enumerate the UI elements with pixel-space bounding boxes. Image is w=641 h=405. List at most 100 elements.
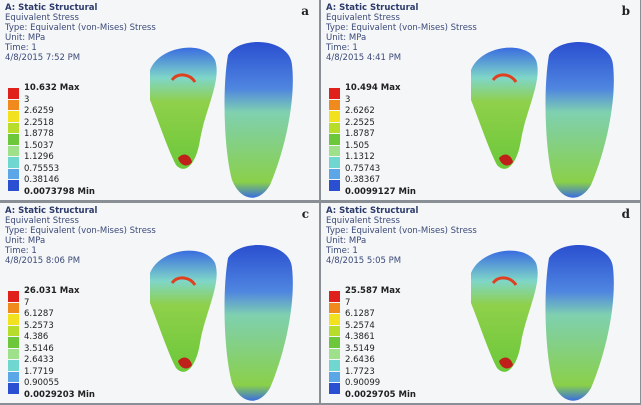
legend-swatch [329,180,340,191]
header-line: 4/8/2015 7:52 PM [5,53,156,63]
legend-swatch [8,291,19,302]
legend-swatch [8,123,19,134]
legend-label: 4.386 [24,332,48,342]
legend-label: 0.0073798 Min [24,187,95,197]
legend-label: 0.0099127 Min [345,187,416,197]
legend-label: 0.0029705 Min [345,390,416,400]
legend-swatch [8,134,19,145]
legend-swatch [8,337,19,348]
legend-swatch [329,111,340,122]
legend-label: 2.6259 [24,106,54,116]
legend-label: 4.3861 [345,332,375,342]
legend-label: 10.494 Max [345,83,400,93]
legend-label: 5.2574 [345,321,375,331]
legend-label: 1.7723 [345,367,375,377]
header-line: A: Static Structural [5,206,156,216]
legend-swatch [329,303,340,314]
legend-swatch [8,303,19,314]
legend-swatch [8,157,19,168]
legend-label: 2.6436 [345,355,375,365]
legend-swatch [329,337,340,348]
panel-letter: a [301,4,309,18]
panel-letter: d [622,207,630,221]
header-line: 4/8/2015 8:06 PM [5,256,156,266]
legend-label: 3 [345,95,350,105]
header-line: Type: Equivalent (von-Mises) Stress [326,226,477,236]
panel-letter: b [622,4,630,18]
panel-letter: c [302,207,309,221]
legend-swatch [329,314,340,325]
legend-label: 2.6262 [345,106,375,116]
legend-label: 1.8778 [24,129,54,139]
header-line: Equivalent Stress [326,216,477,226]
legend-swatch [8,360,19,371]
legend-label: 3.5146 [24,344,54,354]
legend-label: 7 [345,298,350,308]
legend-label: 1.5037 [24,141,54,151]
header-line: Equivalent Stress [326,13,477,23]
legend-swatch [8,326,19,337]
legend-label: 1.1312 [345,152,375,162]
header-line: Time: 1 [326,43,477,53]
legend-label: 1.7719 [24,367,54,377]
legend-swatch [8,88,19,99]
header-line: Time: 1 [5,246,156,256]
legend-swatch [329,326,340,337]
header-line: Equivalent Stress [5,216,156,226]
legend-label: 6.1287 [345,309,375,319]
legend-label: 1.1296 [24,152,54,162]
header-line: A: Static Structural [326,3,477,13]
header-line: Unit: MPa [5,33,156,43]
legend-label: 26.031 Max [24,286,79,296]
legend-label: 0.75743 [345,164,380,174]
header-line: Type: Equivalent (von-Mises) Stress [5,23,156,33]
legend-label: 3.5149 [345,344,375,354]
legend-swatch [8,372,19,383]
legend-label: 2.2525 [345,118,375,128]
legend-label: 25.587 Max [345,286,400,296]
header-line: 4/8/2015 5:05 PM [326,256,477,266]
header-line: Equivalent Stress [5,13,156,23]
legend-label: 0.90099 [345,378,380,388]
legend-label: 7 [24,298,29,308]
header-line: Time: 1 [5,43,156,53]
legend-label: 3 [24,95,29,105]
legend-label: 0.38367 [345,175,380,185]
legend-swatch [329,169,340,180]
legend-swatch [329,134,340,145]
legend-swatch [8,314,19,325]
legend-swatch [8,169,19,180]
legend-swatch [329,372,340,383]
legend-swatch [329,291,340,302]
legend-swatch [8,349,19,360]
legend-swatch [329,157,340,168]
header-line: Unit: MPa [326,236,477,246]
legend-swatch [8,180,19,191]
header-line: Type: Equivalent (von-Mises) Stress [5,226,156,236]
legend-label: 2.6433 [24,355,54,365]
legend-swatch [8,100,19,111]
header-line: Unit: MPa [5,236,156,246]
legend-swatch [329,349,340,360]
legend-swatch [329,100,340,111]
header-line: A: Static Structural [5,3,156,13]
legend-swatch [329,383,340,394]
header-line: Unit: MPa [326,33,477,43]
header-line: 4/8/2015 4:41 PM [326,53,477,63]
legend-swatch [329,123,340,134]
legend-swatch [329,360,340,371]
legend-label: 0.0029203 Min [24,390,95,400]
figure: A: Static StructuralEquivalent StressTyp… [0,0,641,405]
header-line: Time: 1 [326,246,477,256]
header-line: A: Static Structural [326,206,477,216]
legend-label: 1.505 [345,141,369,151]
header-line: Type: Equivalent (von-Mises) Stress [326,23,477,33]
